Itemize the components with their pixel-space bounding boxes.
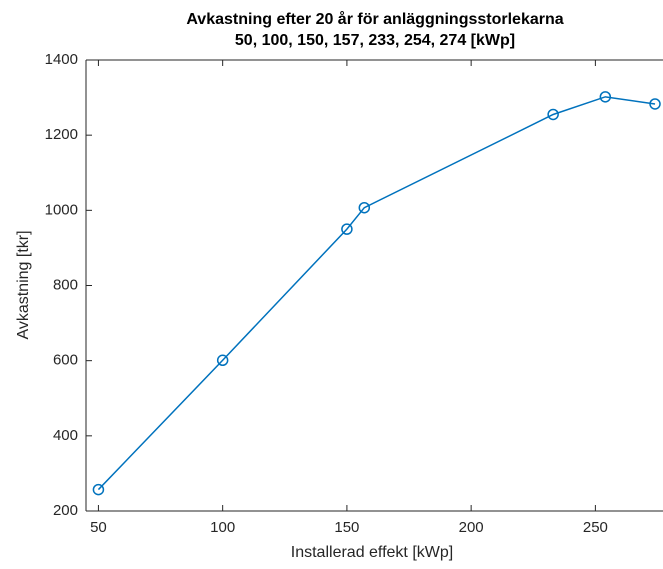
- x-tick-label: 50: [90, 519, 107, 536]
- data-marker: [599, 91, 612, 103]
- y-tick-label: 1000: [45, 201, 78, 218]
- x-axis-label: Installerad effekt [kWp]: [291, 544, 453, 561]
- data-marker: [547, 108, 559, 121]
- chart-title: 50, 100, 150, 157, 233, 254, 274 [kWp]: [235, 32, 515, 49]
- data-marker: [341, 223, 353, 235]
- x-tick-label: 150: [334, 519, 359, 536]
- y-tick-label: 1200: [45, 126, 78, 143]
- y-tick-label: 200: [53, 502, 78, 519]
- x-tick-label: 200: [459, 519, 484, 536]
- y-tick-label: 1400: [45, 51, 78, 68]
- y-tick-label: 800: [53, 276, 78, 293]
- data-marker: [216, 354, 229, 367]
- y-axis-label: Avkastning [tkr]: [15, 230, 32, 339]
- data-marker: [358, 201, 371, 214]
- x-tick-label: 100: [210, 519, 235, 536]
- y-tick-label: 600: [53, 352, 78, 369]
- x-tick-label: 250: [583, 519, 608, 536]
- data-line: [97, 96, 656, 491]
- data-marker: [92, 483, 105, 496]
- y-tick-label: 400: [53, 427, 78, 444]
- chart-title: Avkastning efter 20 år för anläggningsst…: [186, 10, 563, 28]
- data-marker: [649, 98, 661, 110]
